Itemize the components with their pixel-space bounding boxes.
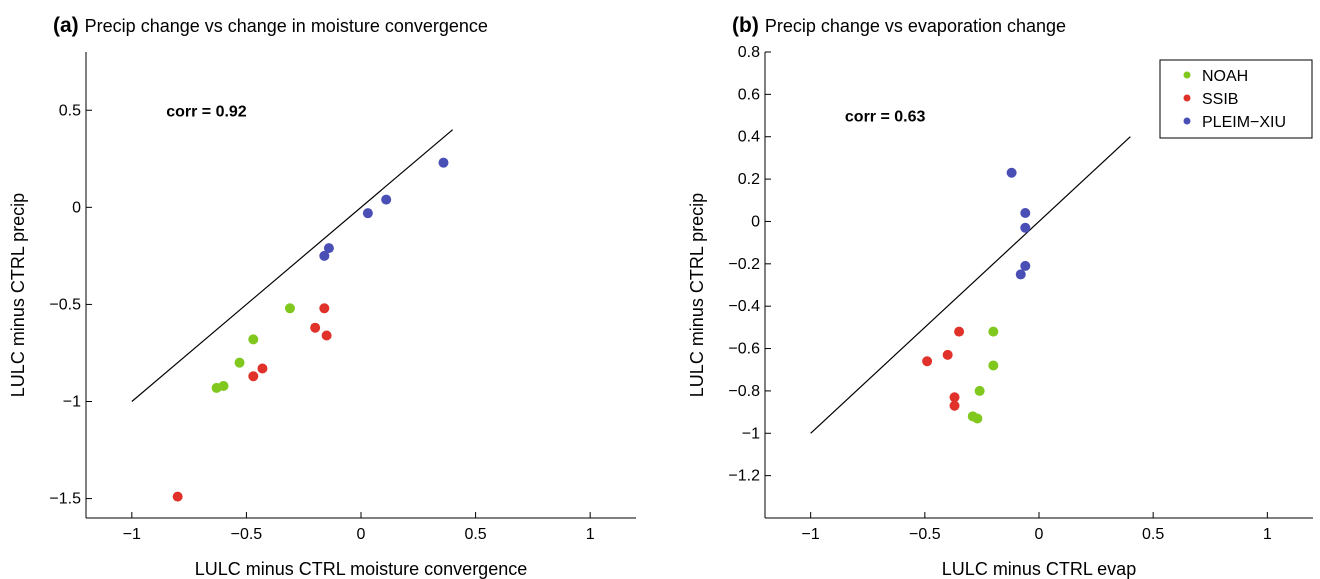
x-axis-label: LULC minus CTRL moisture convergence [195,559,527,579]
legend-label-ssib: SSIB [1202,91,1238,108]
y-tick-label: −0.2 [728,256,760,273]
y-tick-label: 0.8 [738,44,760,61]
corr-annotation: corr = 0.63 [845,109,926,126]
data-point-noah [234,357,245,368]
data-point-noah [988,360,999,371]
x-tick-label: 0.5 [464,526,486,543]
x-tick-label: 1 [1263,526,1272,543]
y-tick-label: −0.8 [728,383,760,400]
y-tick-label: 0.6 [738,86,760,103]
y-tick-label: 0.4 [738,129,760,146]
data-point-pleim-xiu [323,243,334,254]
legend-label-pleim-xiu: PLEIM−XIU [1202,114,1286,131]
one-to-one-line [131,129,454,402]
x-tick-label: 1 [586,526,595,543]
y-tick-label: 0 [751,213,760,230]
data-point-noah [972,413,983,424]
one-to-one-line [810,136,1131,434]
panel-tag: (b) [732,14,759,37]
data-point-ssib [954,326,965,337]
y-tick-label: 0.2 [738,171,760,188]
data-point-ssib [942,349,953,360]
data-point-pleim-xiu [1006,167,1017,178]
data-point-pleim-xiu [1020,260,1031,271]
x-axis-label: LULC minus CTRL evap [942,559,1136,579]
y-tick-label: −0.5 [49,296,81,313]
x-tick-label: −0.5 [909,526,941,543]
data-point-ssib [248,371,259,382]
legend-marker-pleim-xiu [1183,117,1191,125]
data-point-ssib [319,303,330,314]
data-point-noah [248,334,259,345]
x-tick-label: 0.5 [1142,526,1164,543]
data-point-ssib [172,491,183,502]
data-point-pleim-xiu [438,157,449,168]
data-point-pleim-xiu [381,194,392,205]
x-tick-label: −1 [123,526,141,543]
data-point-noah [974,385,985,396]
corr-annotation: corr = 0.92 [166,103,247,120]
data-point-ssib [949,392,960,403]
y-tick-label: −1.5 [49,491,81,508]
x-tick-label: 0 [1035,526,1044,543]
data-point-pleim-xiu [1015,269,1026,280]
data-point-noah [218,380,229,391]
chart-panel-a: −1 −0.5 0 0.5 1 −1.5 −1 −0.5 0 0.5 corr = 0.92 (a) P… [8,14,636,579]
x-tick-label: −0.5 [231,526,263,543]
y-axis-label: LULC minus CTRL precip [8,193,28,397]
data-point-pleim-xiu [1020,222,1031,233]
y-tick-label: −1 [742,425,760,442]
y-tick-label: 0 [72,199,81,216]
y-tick-label: −0.4 [728,298,760,315]
legend: NOAH SSIB PLEIM−XIU [1159,59,1313,139]
chart-title: Precip change vs evaporation change [765,16,1066,36]
data-point-ssib [922,356,933,367]
y-tick-label: −1 [63,394,81,411]
data-point-ssib [257,363,268,374]
data-point-noah [988,326,999,337]
data-point-pleim-xiu [319,250,330,261]
y-tick-label: −0.6 [728,341,760,358]
legend-label-noah: NOAH [1202,68,1248,85]
legend-marker-noah [1183,71,1191,79]
legend-marker-ssib [1183,94,1191,102]
data-point-noah [284,303,295,314]
data-point-ssib [310,322,321,333]
chart-title: Precip change vs change in moisture conv… [85,16,488,36]
data-point-pleim-xiu [362,208,373,219]
x-tick-label: −1 [802,526,820,543]
panel-tag: (a) [53,14,79,37]
y-axis-label: LULC minus CTRL precip [687,193,707,397]
data-point-pleim-xiu [1020,207,1031,218]
data-point-ssib [321,330,332,341]
x-tick-label: 0 [357,526,366,543]
y-tick-label: −1.2 [728,468,760,485]
y-tick-label: 0.5 [59,102,81,119]
data-point-ssib [949,400,960,411]
chart-panel-b: −1 −0.5 0 0.5 1 −1.2 −1 −0.8 −0.6 −0.4 −0.2 0 0.2 0.4… [687,14,1313,579]
